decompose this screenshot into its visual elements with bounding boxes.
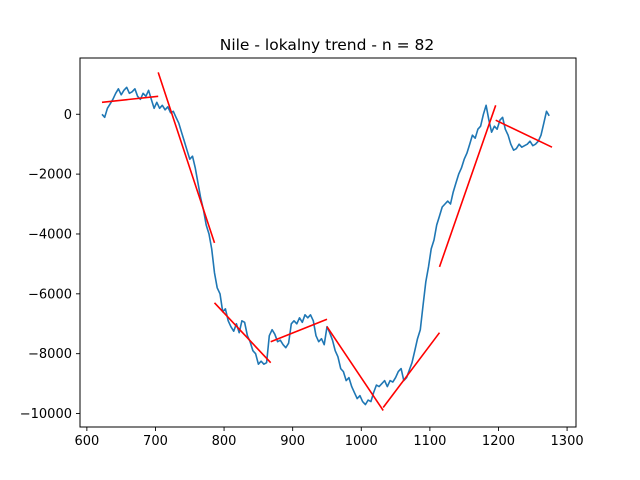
y-tick-label: −8000 [28, 347, 72, 362]
trend-segment-6 [382, 332, 441, 408]
x-tick-label: 900 [280, 434, 305, 449]
x-tick-label: 700 [143, 434, 168, 449]
trend-segment-1 [101, 95, 159, 104]
x-tick-label: 1100 [413, 434, 446, 449]
trend-segment-7 [438, 105, 497, 268]
x-tick-label: 1200 [482, 434, 515, 449]
series-line-0 [101, 86, 550, 406]
y-tick-label: −10000 [20, 407, 72, 422]
trend-segment-8 [495, 119, 553, 148]
trend-segment-5 [326, 326, 384, 411]
y-tick-label: −4000 [28, 227, 72, 242]
y-tick-label: 0 [64, 108, 72, 123]
x-axis: 600 700 800 900 1000 1100 1200 1300 [74, 427, 584, 449]
axes-frame [79, 57, 577, 428]
plot-area [101, 72, 553, 411]
x-tick-label: 1000 [345, 434, 378, 449]
y-tick-label: −2000 [28, 168, 72, 183]
trend-segment-4 [270, 318, 328, 343]
x-tick-label: 800 [212, 434, 237, 449]
x-tick-label: 600 [74, 434, 99, 449]
trend-segment-2 [157, 72, 216, 244]
trend-segment-3 [213, 302, 272, 364]
y-tick-label: −6000 [28, 287, 72, 302]
x-tick-label: 1300 [551, 434, 584, 449]
y-axis: 0 −2000 −4000 −6000 −8000 −10000 [20, 108, 80, 422]
chart-title: Nile - lokalny trend - n = 82 [220, 36, 435, 54]
